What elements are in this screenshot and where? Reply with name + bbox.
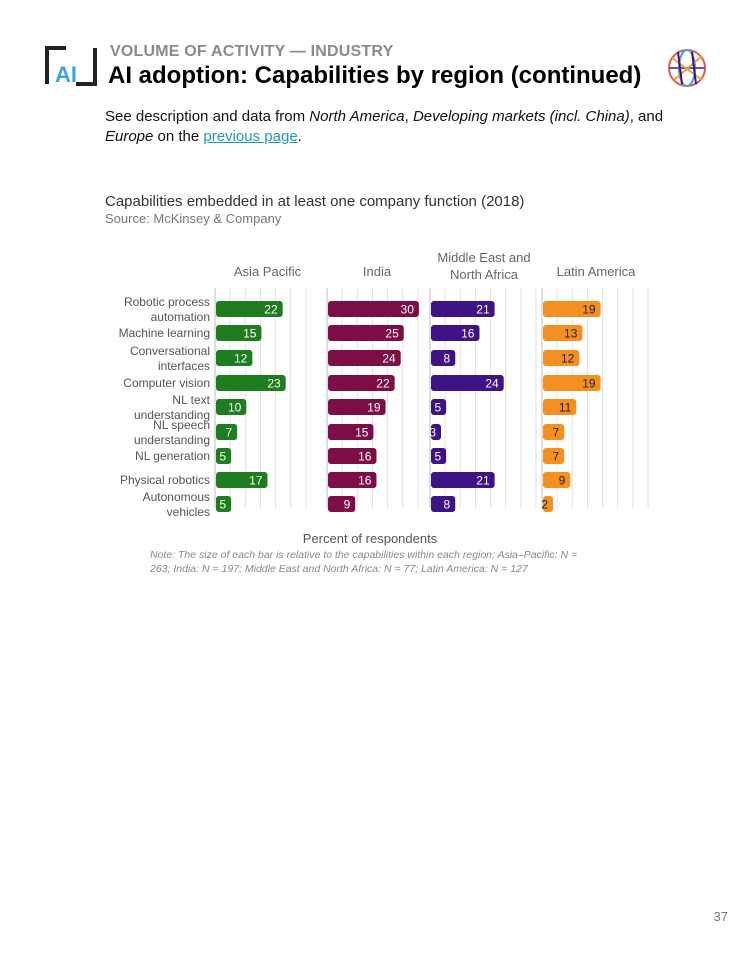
value-label-asia-pacific-nl-text-understanding: 10: [228, 401, 242, 415]
x-axis-title: Percent of respondents: [302, 531, 438, 546]
bar-middle-east-and-north-africa-computer-vision: [431, 375, 504, 391]
bar-india-physical-robotics: [328, 472, 377, 488]
value-label-middle-east-and-north-africa-nl-speech-understanding: 3: [429, 426, 436, 440]
category-label-physical-robotics: Physical robotics: [120, 473, 210, 487]
value-label-asia-pacific-nl-speech-understanding: 7: [226, 426, 233, 440]
bar-asia-pacific-nl-generation: [216, 448, 232, 464]
series-header-latin-america: Latin America: [557, 264, 637, 279]
value-label-latin-america-machine-learning: 13: [564, 327, 578, 341]
bar-asia-pacific-nl-text-understanding: [216, 399, 247, 415]
value-label-india-nl-generation: 16: [358, 450, 372, 464]
intro-paragraph: See description and data from North Amer…: [105, 108, 664, 145]
value-label-asia-pacific-robotic-process-automation: 22: [264, 303, 278, 317]
chart-note: Note: The size of each bar is relative t…: [150, 549, 578, 575]
category-label-robotic-process-automation: Robotic process automation: [124, 295, 210, 324]
bar-latin-america-nl-speech-understanding: [543, 424, 565, 440]
bar-india-robotic-process-automation: [328, 301, 419, 317]
value-label-middle-east-and-north-africa-robotic-process-automation: 21: [476, 303, 490, 317]
bar-middle-east-and-north-africa-conversational-interfaces: [431, 350, 456, 366]
value-label-latin-america-conversational-interfaces: 12: [561, 352, 575, 366]
category-label-nl-text-understanding: NL text understanding: [134, 393, 211, 422]
bar-middle-east-and-north-africa-nl-generation: [431, 448, 447, 464]
bar-india-autonomous-vehicles: [328, 496, 356, 512]
bar-asia-pacific-physical-robotics: [216, 472, 268, 488]
value-label-asia-pacific-autonomous-vehicles: 5: [219, 498, 226, 512]
category-label-nl-speech-understanding: NL speech understanding: [134, 418, 210, 447]
page-title: AI adoption: Capabilities by region (con…: [108, 62, 642, 89]
value-label-middle-east-and-north-africa-nl-generation: 5: [434, 450, 441, 464]
value-label-india-nl-speech-understanding: 15: [355, 426, 369, 440]
page-number: 37: [713, 909, 728, 924]
bar-asia-pacific-nl-speech-understanding: [216, 424, 238, 440]
bar-asia-pacific-conversational-interfaces: [216, 350, 253, 366]
previous-page-link[interactable]: previous page: [203, 128, 298, 145]
value-label-india-machine-learning: 25: [385, 327, 399, 341]
bar-india-nl-speech-understanding: [328, 424, 374, 440]
bar-india-nl-generation: [328, 448, 377, 464]
category-label-computer-vision: Computer vision: [123, 376, 210, 390]
value-label-asia-pacific-physical-robotics: 17: [249, 474, 263, 488]
bar-middle-east-and-north-africa-physical-robotics: [431, 472, 495, 488]
bar-asia-pacific-computer-vision: [216, 375, 286, 391]
bar-middle-east-and-north-africa-robotic-process-automation: [431, 301, 495, 317]
value-label-middle-east-and-north-africa-computer-vision: 24: [485, 377, 499, 391]
bar-middle-east-and-north-africa-nl-text-understanding: [431, 399, 447, 415]
bar-latin-america-robotic-process-automation: [543, 301, 601, 317]
svg-text:AI: AI: [55, 62, 77, 87]
value-label-middle-east-and-north-africa-physical-robotics: 21: [476, 474, 490, 488]
value-label-latin-america-computer-vision: 19: [582, 377, 596, 391]
category-label-conversational-interfaces: Conversational interfaces: [130, 344, 210, 373]
bar-asia-pacific-machine-learning: [216, 325, 262, 341]
value-label-india-autonomous-vehicles: 9: [344, 498, 351, 512]
value-label-latin-america-nl-text-understanding: 11: [559, 401, 572, 415]
value-label-middle-east-and-north-africa-machine-learning: 16: [461, 327, 475, 341]
value-label-middle-east-and-north-africa-conversational-interfaces: 8: [444, 352, 451, 366]
capabilities-bar-chart: Robotic process automation Machine learnin…: [119, 250, 649, 519]
bar-asia-pacific-robotic-process-automation: [216, 301, 283, 317]
bar-latin-america-machine-learning: [543, 325, 583, 341]
value-label-middle-east-and-north-africa-nl-text-understanding: 5: [434, 401, 441, 415]
value-label-latin-america-robotic-process-automation: 19: [582, 303, 596, 317]
value-label-asia-pacific-nl-generation: 5: [219, 450, 226, 464]
bar-middle-east-and-north-africa-nl-speech-understanding: [431, 424, 441, 440]
value-label-india-conversational-interfaces: 24: [382, 352, 396, 366]
globe-emblem-icon: [668, 49, 706, 87]
value-label-asia-pacific-conversational-interfaces: 12: [234, 352, 248, 366]
bar-latin-america-autonomous-vehicles: [543, 496, 553, 512]
bar-latin-america-conversational-interfaces: [543, 350, 580, 366]
bar-latin-america-nl-text-understanding: [543, 399, 577, 415]
value-label-latin-america-nl-speech-understanding: 7: [553, 426, 560, 440]
category-label-autonomous-vehicles: Autonomous vehicles: [143, 490, 210, 519]
chart-source: Source: McKinsey & Company: [105, 211, 282, 226]
bar-india-conversational-interfaces: [328, 350, 401, 366]
bar-middle-east-and-north-africa-machine-learning: [431, 325, 480, 341]
value-label-india-nl-text-understanding: 19: [367, 401, 381, 415]
value-label-latin-america-physical-robotics: 9: [559, 474, 566, 488]
ai-index-logo: AI: [45, 46, 97, 87]
value-label-asia-pacific-computer-vision: 23: [267, 377, 281, 391]
value-label-asia-pacific-machine-learning: 15: [243, 327, 257, 341]
bar-middle-east-and-north-africa-autonomous-vehicles: [431, 496, 456, 512]
category-label-machine-learning: Machine learning: [119, 326, 210, 340]
bar-latin-america-physical-robotics: [543, 472, 571, 488]
bar-india-machine-learning: [328, 325, 404, 341]
section-eyebrow: VOLUME OF ACTIVITY — INDUSTRY: [110, 43, 394, 60]
bar-india-nl-text-understanding: [328, 399, 386, 415]
value-label-latin-america-autonomous-vehicles: 2: [541, 498, 548, 512]
value-label-india-robotic-process-automation: 30: [401, 303, 415, 317]
series-header-india: India: [363, 264, 392, 279]
series-header-middle-east-and-north-africa: Middle East and North Africa: [437, 250, 530, 282]
chart-title: Capabilities embedded in at least one co…: [105, 193, 525, 210]
value-label-middle-east-and-north-africa-autonomous-vehicles: 8: [444, 498, 451, 512]
value-label-latin-america-nl-generation: 7: [553, 450, 560, 464]
value-label-india-physical-robotics: 16: [358, 474, 372, 488]
category-label-nl-generation: NL generation: [135, 449, 210, 463]
bar-asia-pacific-autonomous-vehicles: [216, 496, 232, 512]
series-header-asia-pacific: Asia Pacific: [234, 264, 302, 279]
bar-latin-america-nl-generation: [543, 448, 565, 464]
bar-india-computer-vision: [328, 375, 395, 391]
bar-latin-america-computer-vision: [543, 375, 601, 391]
value-label-india-computer-vision: 22: [376, 377, 390, 391]
